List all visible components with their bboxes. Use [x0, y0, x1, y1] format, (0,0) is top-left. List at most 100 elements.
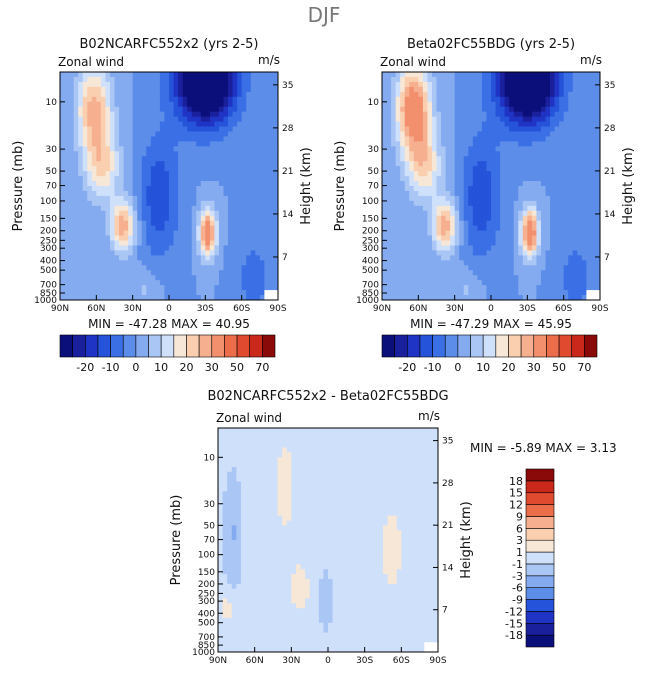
heatmap-cell: [191, 106, 197, 113]
heatmap-cell: [581, 215, 587, 222]
heatmap-cell: [450, 195, 456, 202]
heatmap-cell: [409, 131, 415, 137]
heatmap-cell: [491, 275, 496, 281]
heatmap-cell: [481, 225, 487, 232]
heatmap-cell: [223, 255, 229, 261]
heatmap-cell: [182, 181, 188, 187]
heatmap-cell: [82, 151, 88, 157]
x-tick-label: 90N: [51, 304, 69, 314]
heatmap-cell: [268, 432, 274, 439]
heatmap-cell: [159, 215, 165, 222]
heatmap-cell: [415, 447, 421, 453]
heatmap-cell: [554, 200, 560, 207]
heatmap-cell: [436, 131, 442, 137]
heatmap-cell: [205, 176, 211, 182]
colorbar-label: 30: [205, 361, 219, 374]
heatmap-cell: [468, 146, 474, 152]
heatmap-cell: [132, 72, 138, 78]
heatmap-cell: [495, 161, 501, 167]
heatmap-cell: [132, 151, 138, 157]
heatmap-cell: [554, 166, 560, 172]
heatmap-cell: [500, 270, 506, 276]
heatmap-cell: [73, 131, 79, 137]
heatmap-cell: [109, 131, 115, 137]
heatmap-cell: [69, 290, 75, 296]
heatmap-cell: [445, 230, 451, 236]
heatmap-cell: [595, 141, 601, 147]
heatmap-cell: [64, 295, 70, 301]
heatmap-cell: [100, 116, 106, 122]
heatmap-cell: [581, 210, 587, 217]
heatmap-cell: [178, 260, 184, 266]
y-tick-label: 250: [362, 236, 379, 246]
heatmap-cell: [590, 240, 596, 246]
heatmap-cell: [527, 220, 533, 227]
heatmap-cell: [300, 447, 306, 453]
heatmap-cell: [191, 270, 197, 276]
heatmap-cell: [472, 280, 478, 286]
heatmap-cell: [105, 171, 111, 177]
heatmap-cell: [109, 176, 115, 182]
heatmap-cell: [169, 146, 174, 152]
heatmap-cell: [173, 280, 179, 286]
heatmap-cell: [119, 171, 124, 177]
heatmap-cell: [150, 290, 156, 296]
heatmap-cell: [232, 230, 238, 236]
heatmap-cell: [187, 81, 193, 88]
heatmap-cell: [527, 166, 533, 172]
heatmap-cell: [91, 240, 97, 246]
heatmap-cell: [431, 126, 437, 132]
heatmap-cell: [577, 190, 583, 197]
heatmap-cell: [196, 131, 202, 137]
heatmap-cell: [459, 240, 465, 246]
heatmap-cell: [146, 81, 152, 88]
heatmap-cell: [486, 81, 492, 88]
colorbar-box: [97, 334, 111, 358]
heatmap-cell: [418, 220, 424, 227]
heatmap-cell: [263, 432, 269, 439]
heatmap-cell: [222, 442, 228, 448]
heatmap-cell: [540, 255, 546, 261]
heatmap-cell: [495, 86, 501, 93]
heatmap-cell: [259, 265, 265, 271]
heatmap-cell: [590, 156, 596, 162]
heatmap-cell: [586, 275, 592, 281]
heatmap-cell: [237, 225, 243, 232]
heatmap-cell: [205, 250, 211, 256]
heatmap-cell: [268, 131, 274, 137]
heatmap-cell: [114, 131, 120, 137]
heatmap-cell: [577, 210, 583, 217]
heatmap-cell: [259, 275, 265, 281]
heatmap-cell: [109, 230, 115, 236]
heatmap-cell: [82, 126, 88, 132]
heatmap-cell: [346, 437, 352, 444]
heatmap-cell: [132, 106, 138, 113]
heatmap-cell: [237, 161, 243, 167]
heatmap-cell: [164, 220, 170, 227]
heatmap-cell: [187, 126, 193, 132]
heatmap-cell: [454, 270, 460, 276]
heatmap-cell: [255, 240, 261, 246]
heatmap-cell: [486, 235, 492, 241]
heatmap-cell: [187, 250, 193, 256]
heatmap-cell: [500, 116, 506, 122]
heatmap-cell: [350, 428, 356, 434]
heatmap-cell: [486, 190, 492, 197]
heatmap-cell: [250, 131, 256, 137]
heatmap-cell: [486, 126, 492, 132]
heatmap-cell: [228, 126, 233, 132]
heatmap-cell: [550, 96, 555, 103]
heatmap-cell: [400, 195, 406, 202]
x-tick-label: 90S: [591, 304, 608, 314]
heatmap-cell: [259, 101, 265, 108]
heatmap-cell: [155, 235, 161, 241]
heatmap-cell: [395, 86, 401, 93]
heatmap-cell: [422, 280, 428, 286]
heatmap-cell: [422, 275, 428, 281]
heatmap-cell: [328, 457, 333, 463]
heatmap-cell: [250, 200, 256, 207]
heatmap-cell: [550, 210, 555, 217]
heatmap-cell: [141, 181, 147, 187]
heatmap-cell: [255, 131, 261, 137]
heatmap-cell: [441, 295, 446, 301]
